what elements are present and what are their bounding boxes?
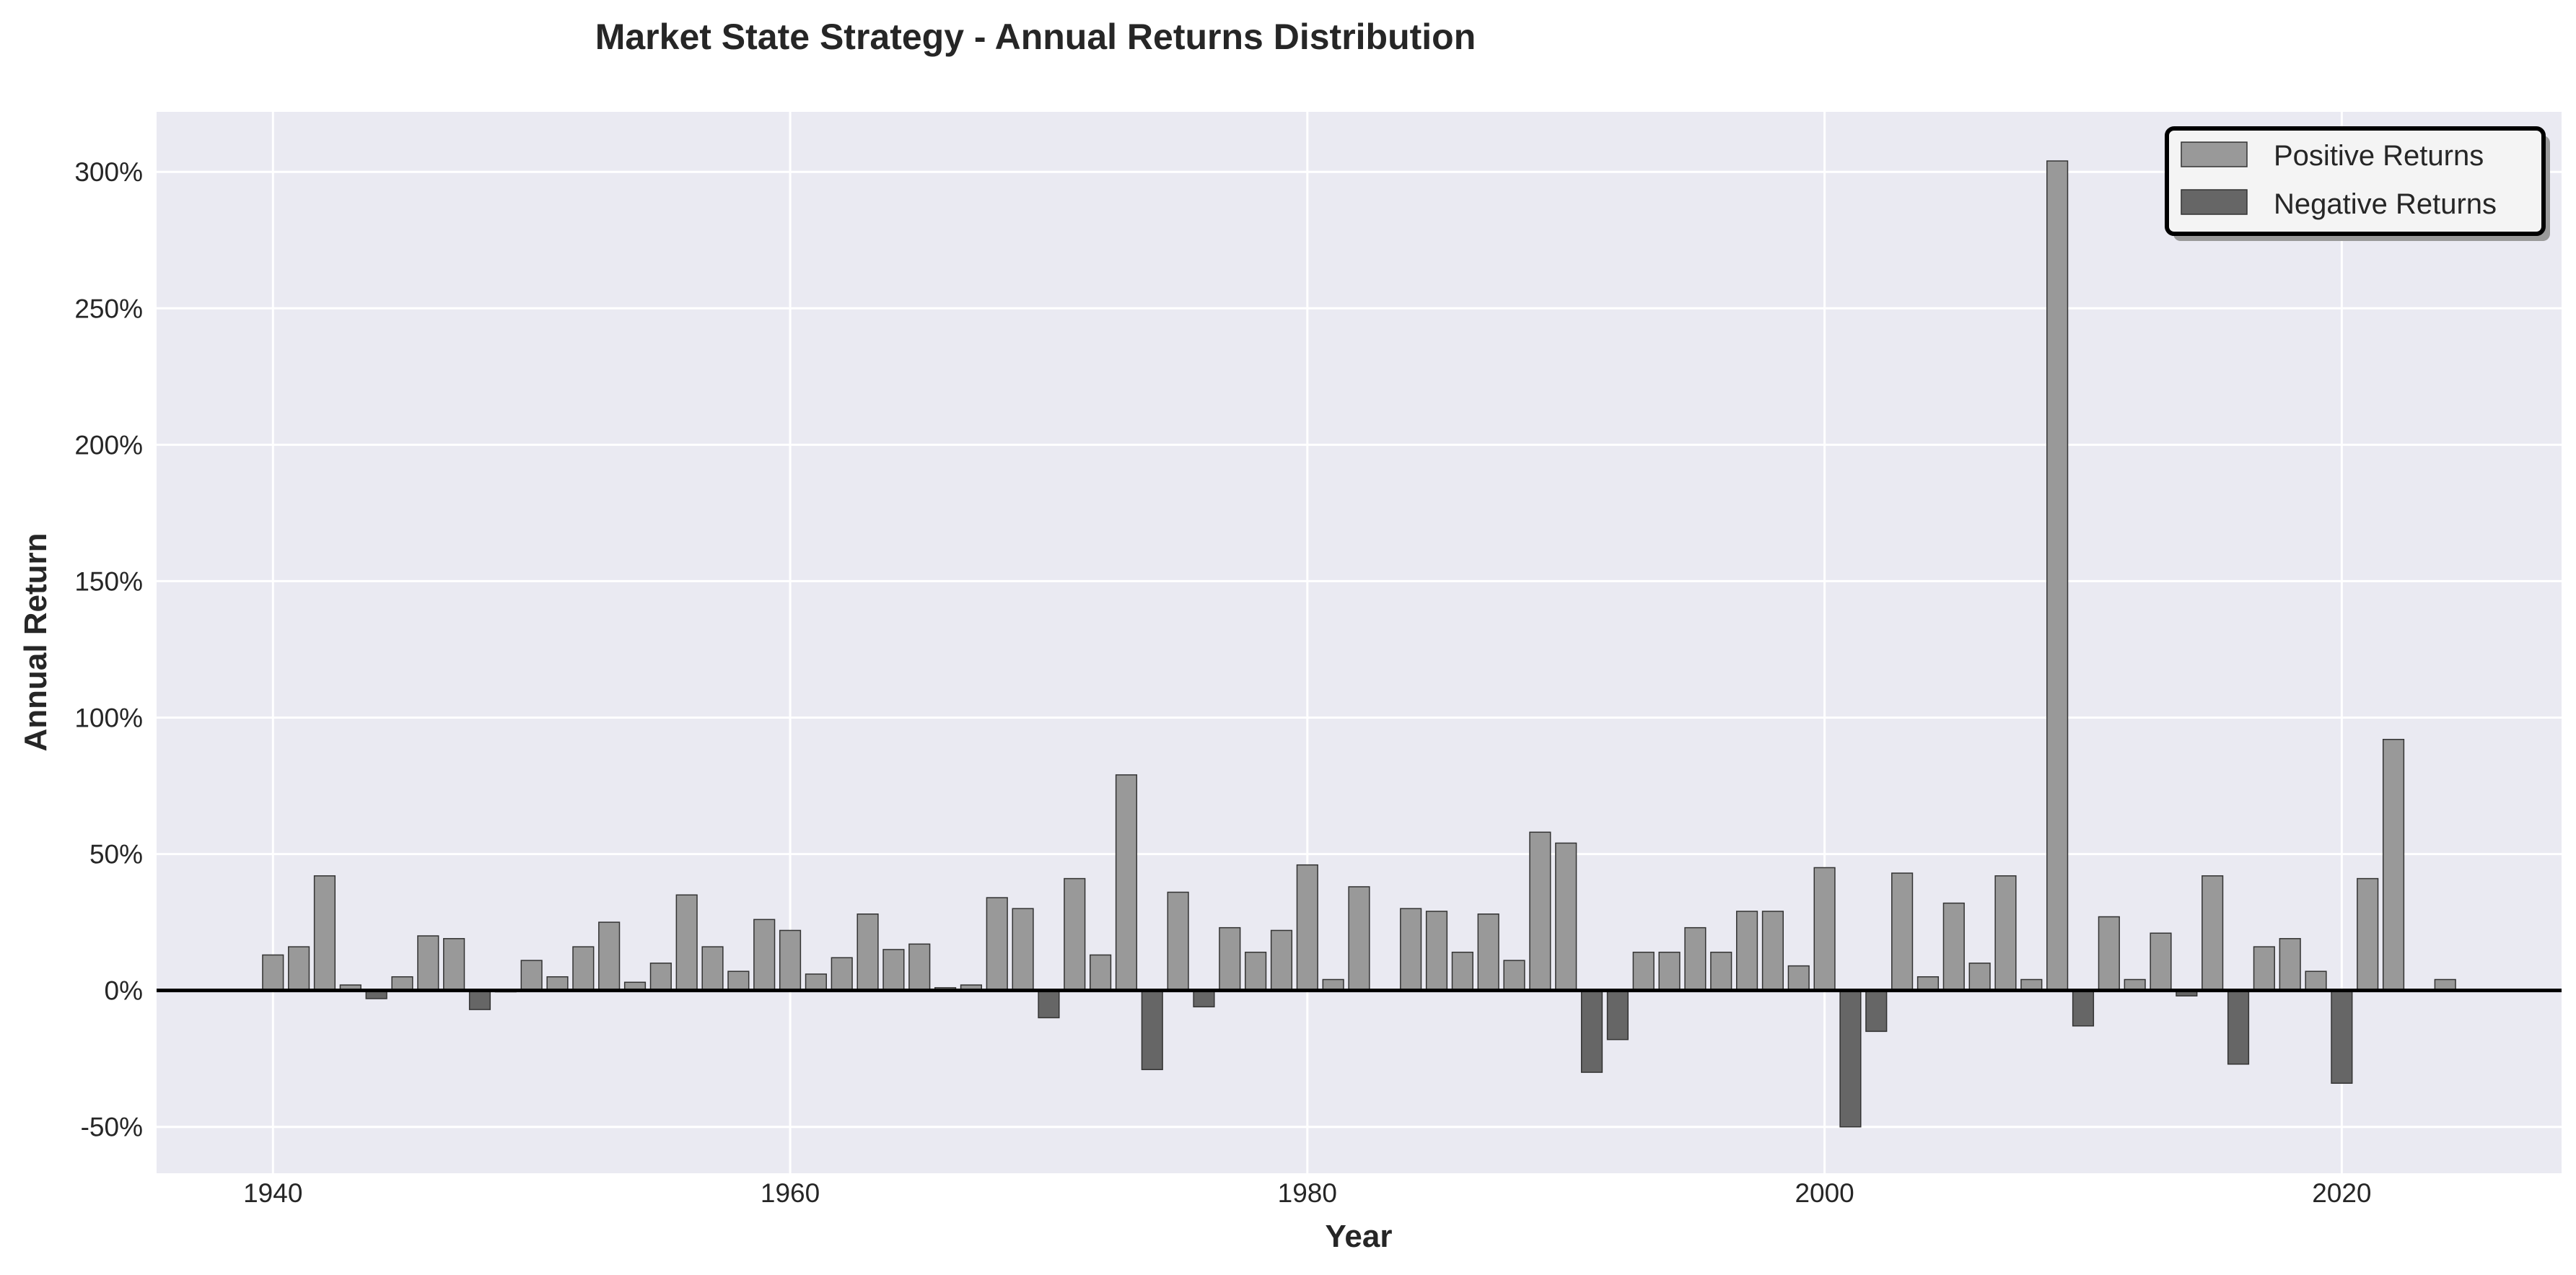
legend-box [2165,126,2546,236]
y-tick-label: 100% [74,703,143,732]
bar-2009 [2046,160,2069,991]
y-tick-labels: -50% 0% 50% 100% 150% 200% 250% 300% [74,157,143,1142]
bar-1960 [779,929,802,991]
bar-1985 [1425,911,1448,991]
bar-1990 [1555,842,1577,991]
x-tick-label: 2000 [1795,1178,1854,1208]
bar-1972 [1090,954,1112,991]
bar-1998 [1761,911,1784,991]
bar-1999 [1787,965,1810,991]
bar-2011 [2098,916,2120,991]
bar-2017 [2253,946,2275,991]
bar-1952 [572,946,595,991]
bar-1973 [1115,774,1138,991]
bar-1955 [649,963,672,991]
bar-2001 [1839,989,1862,1128]
bar-2000 [1813,867,1836,991]
x-tick-labels: 1940 1960 1980 2000 2020 [243,1178,2371,1208]
bar-2018 [2279,938,2301,991]
bars [262,160,2456,1128]
bar-1996 [1710,951,1732,991]
bar-1976 [1193,989,1215,1008]
bar-1964 [882,949,905,991]
bar-1945 [391,976,413,991]
bar-1965 [908,943,931,991]
bar-1969 [1012,908,1034,991]
bar-1940 [262,954,284,991]
bar-1961 [805,973,827,991]
bar-1979 [1270,929,1293,991]
bar-1984 [1400,908,1422,991]
legend-swatch-negative [2181,189,2248,215]
bar-1986 [1451,951,1473,991]
bar-1942 [313,875,336,991]
legend-label-negative: Negative Returns [2274,188,2497,220]
bar-1982 [1348,886,1370,991]
bar-1977 [1219,926,1241,991]
y-tick-label: -50% [81,1113,143,1142]
bar-2002 [1865,989,1888,1033]
y-axis-label: Annual Return [18,533,53,751]
bar-2020 [2331,989,2353,1084]
legend: Positive Returns Negative Returns [2165,126,2550,241]
bar-1997 [1735,911,1758,991]
bar-1992 [1606,989,1629,1040]
x-tick-label: 1960 [761,1178,820,1208]
bar-1951 [546,976,569,991]
y-tick-label: 0% [105,976,143,1006]
y-tick-label: 50% [89,840,143,869]
bar-2021 [2357,877,2379,991]
bar-1946 [417,935,439,991]
bar-1974 [1141,989,1163,1071]
bar-1963 [857,913,879,991]
bar-1959 [753,919,776,991]
bar-1995 [1684,926,1707,991]
bar-2003 [1891,872,1914,991]
bar-1975 [1167,891,1189,991]
legend-label-positive: Positive Returns [2274,140,2484,172]
bar-1994 [1658,951,1681,991]
bar-1941 [288,946,310,991]
bar-2006 [1968,963,1991,991]
bar-1991 [1580,989,1603,1073]
bar-1958 [727,971,750,991]
x-axis-label: Year [1326,1219,1393,1254]
bar-1988 [1503,960,1525,991]
bar-1947 [443,938,465,991]
bar-1953 [598,921,621,991]
bar-1978 [1245,951,1267,991]
bar-1987 [1477,913,1499,991]
plot-area [157,112,2562,1173]
bar-2022 [2382,738,2405,991]
bar-2016 [2227,989,2250,1065]
bar-2010 [2072,989,2095,1027]
bar-1980 [1296,864,1318,991]
x-tick-label: 1940 [243,1178,302,1208]
bar-1950 [520,960,543,991]
y-tick-label: 250% [74,294,143,323]
bar-1968 [986,897,1008,991]
bar-1956 [675,894,698,991]
chart-title: Market State Strategy - Annual Returns D… [595,17,1476,57]
y-tick-label: 300% [74,157,143,187]
bar-2013 [2150,932,2172,991]
x-tick-label: 2020 [2312,1178,2371,1208]
y-tick-label: 150% [74,566,143,596]
bar-1993 [1632,951,1655,991]
bar-2007 [1994,875,2017,991]
bar-2015 [2202,875,2224,991]
bar-1970 [1038,989,1060,1019]
bar-2019 [2305,971,2327,991]
bar-1948 [468,989,491,1010]
bar-1971 [1064,877,1086,991]
bar-1962 [831,957,853,991]
bar-1957 [701,946,724,991]
bar-2004 [1916,976,1940,991]
bar-2005 [1942,902,1965,991]
x-tick-label: 1980 [1278,1178,1337,1208]
legend-swatch-positive [2181,141,2248,167]
bar-1989 [1529,831,1551,991]
y-tick-label: 200% [74,430,143,460]
